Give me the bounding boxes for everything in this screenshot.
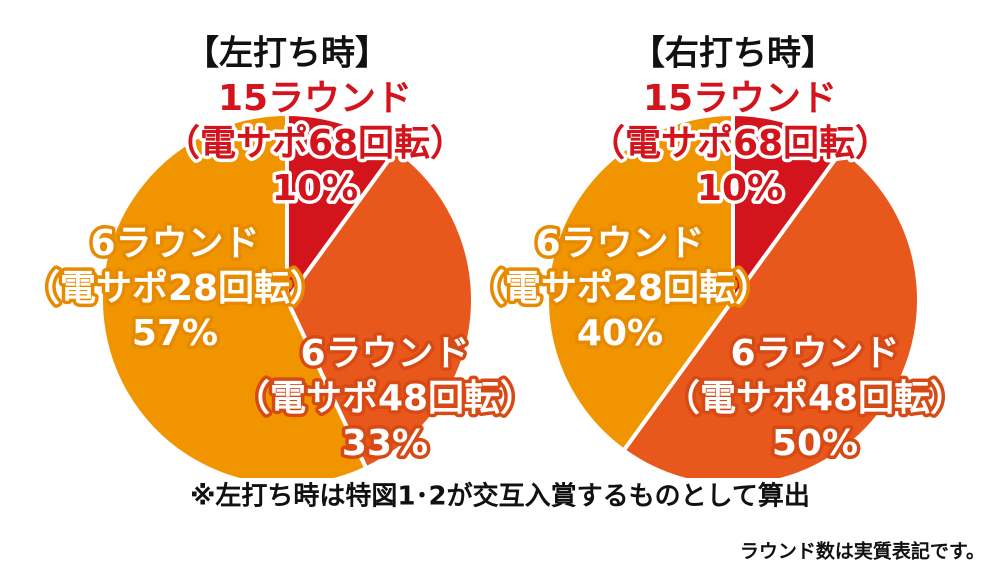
footnote: ※左打ち時は特図1･2が交互入賞するものとして算出 xyxy=(190,481,810,512)
slice-value-label: 50% xyxy=(772,423,858,464)
pie-title: 【左打ち時】 xyxy=(185,34,389,74)
slice-value-label: 10% xyxy=(697,168,783,209)
pies: 【左打ち時】15ラウンド（電サポ68回転）10%6ラウンド（電サポ48回転）33… xyxy=(20,34,970,488)
note: ラウンド数は実質表記です。 xyxy=(740,540,985,563)
slice-value-label: 40% xyxy=(577,313,663,354)
slice-value-label: 57% xyxy=(132,313,218,354)
footnote-bg xyxy=(80,478,930,518)
pie-slice xyxy=(545,111,735,454)
slice-sublabel: （電サポ48回転） xyxy=(234,377,536,419)
slice-label: 15ラウンド xyxy=(218,78,412,119)
slice-sublabel: （電サポ28回転） xyxy=(469,267,771,309)
slice-label: 15ラウンド xyxy=(643,78,837,119)
pie-title: 【右打ち時】 xyxy=(631,34,835,74)
slice-label: 6ラウンド xyxy=(300,333,469,374)
slice-value-label: 10% xyxy=(272,168,358,209)
slice-value-label: 33% xyxy=(342,423,428,464)
slice-sublabel: （電サポ68回転） xyxy=(589,122,891,164)
slice-sublabel: （電サポ48回転） xyxy=(664,377,966,419)
slice-label: 6ラウンド xyxy=(730,333,899,374)
pie-slice xyxy=(285,111,400,307)
slice-label: 6ラウンド xyxy=(535,223,704,264)
pie-slice xyxy=(731,111,846,307)
pie-slice xyxy=(284,146,475,471)
slice-sublabel: （電サポ28回転） xyxy=(24,267,326,309)
slice-label: 6ラウンド xyxy=(90,223,259,264)
slice-sublabel: （電サポ68回転） xyxy=(164,122,466,164)
